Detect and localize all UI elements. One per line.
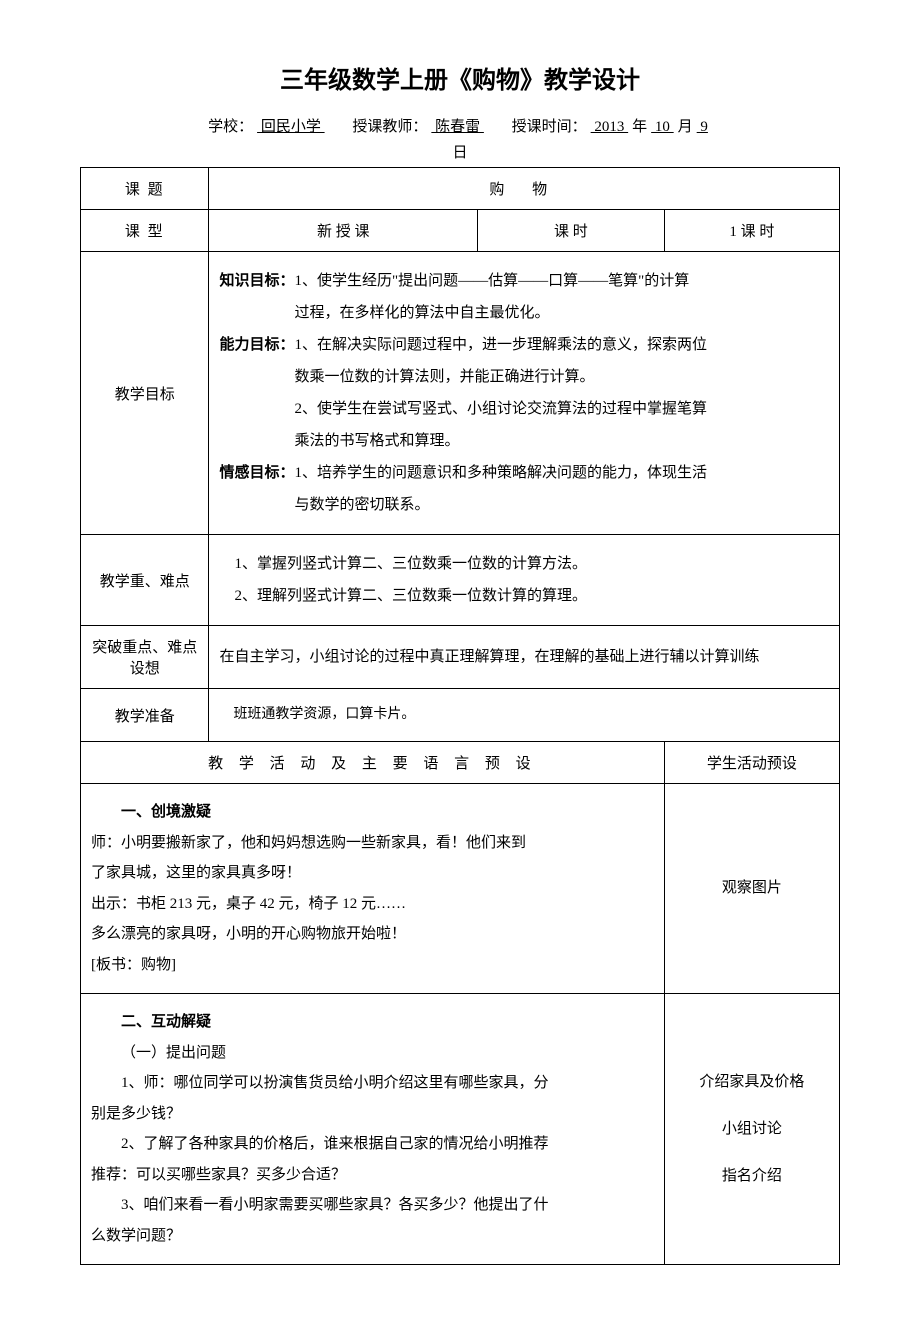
table-row: 突破重点、难点设想 在自主学习，小组讨论的过程中真正理解算理，在理解的基础上进行…: [81, 626, 840, 689]
section1-line5: [板书：购物]: [91, 951, 654, 980]
knowledge-label: 知识目标：: [219, 273, 294, 289]
school-value: 回民小学: [253, 119, 329, 135]
section2-line2b: 推荐：可以买哪些家具？买多少合适？: [91, 1161, 654, 1190]
period-value: 1 课 时: [664, 210, 839, 252]
section2-line3b: 么数学问题？: [91, 1222, 654, 1251]
ability-text-4: 乘法的书写格式和算理。: [219, 426, 829, 456]
section1-line3: 出示：书柜 213 元，桌子 42 元，椅子 12 元……: [91, 890, 654, 919]
type-label: 课 型: [81, 210, 209, 252]
topic-value: 购 物: [209, 168, 840, 210]
section2-student2: 小组讨论: [673, 1113, 831, 1146]
emotion-text-1: 1、培养学生的问题意识和多种策略解决问题的能力，体现生活: [294, 465, 707, 481]
month-unit: 月: [678, 119, 693, 135]
section1-line4: 多么漂亮的家具呀，小明的开心购物旅开始啦！: [91, 920, 654, 949]
difficulty-content: 1、掌握列竖式计算二、三位数乘一位数的计算方法。 2、理解列竖式计算二、三位数乘…: [209, 535, 840, 626]
section2-student: 介绍家具及价格 小组讨论 指名介绍: [664, 994, 839, 1265]
student-header: 学生活动预设: [664, 742, 839, 784]
period-label: 课 时: [478, 210, 665, 252]
knowledge-text-1: 1、使学生经历"提出问题——估算——口算——笔算"的计算: [294, 273, 689, 289]
goal-label: 教学目标: [81, 252, 209, 535]
table-row: 课 型 新 授 课 课 时 1 课 时: [81, 210, 840, 252]
lesson-plan-table: 课 题 购 物 课 型 新 授 课 课 时 1 课 时 教学目标 知识目标：1、…: [80, 167, 840, 1265]
month-value: 10: [647, 119, 678, 135]
header-info-line2: 日: [80, 141, 840, 162]
breakthrough-label: 突破重点、难点设想: [81, 626, 209, 689]
section2-student3: 指名介绍: [673, 1160, 831, 1193]
activity-header: 教 学 活 动 及 主 要 语 言 预 设: [81, 742, 665, 784]
knowledge-text-2: 过程，在多样化的算法中自主最优化。: [219, 298, 829, 328]
table-row: 教学准备 班班通教学资源，口算卡片。: [81, 689, 840, 742]
table-row: 课 题 购 物: [81, 168, 840, 210]
section1-title: 一、创境激疑: [91, 798, 654, 827]
table-row: 教学重、难点 1、掌握列竖式计算二、三位数乘一位数的计算方法。 2、理解列竖式计…: [81, 535, 840, 626]
difficulty-text-1: 1、掌握列竖式计算二、三位数乘一位数的计算方法。: [219, 549, 829, 579]
table-row: 一、创境激疑 师：小明要搬新家了，他和妈妈想选购一些新家具，看！他们来到 了家具…: [81, 784, 840, 994]
page-title: 三年级数学上册《购物》教学设计: [80, 60, 840, 95]
ability-text-2: 数乘一位数的计算法则，并能正确进行计算。: [219, 362, 829, 392]
topic-label: 课 题: [81, 168, 209, 210]
section1-content: 一、创境激疑 师：小明要搬新家了，他和妈妈想选购一些新家具，看！他们来到 了家具…: [81, 784, 665, 994]
type-value: 新 授 课: [209, 210, 478, 252]
section2-sub: （一）提出问题: [91, 1039, 654, 1068]
section2-content: 二、互动解疑 （一）提出问题 1、师：哪位同学可以扮演售货员给小明介绍这里有哪些…: [81, 994, 665, 1265]
teacher-value: 陈春雷: [427, 119, 488, 135]
table-row: 二、互动解疑 （一）提出问题 1、师：哪位同学可以扮演售货员给小明介绍这里有哪些…: [81, 994, 840, 1265]
year-unit: 年: [632, 119, 647, 135]
goal-content: 知识目标：1、使学生经历"提出问题——估算——口算——笔算"的计算 过程，在多样…: [209, 252, 840, 535]
section1-student: 观察图片: [664, 784, 839, 994]
section2-student1: 介绍家具及价格: [673, 1066, 831, 1099]
section2-line2: 2、了解了各种家具的价格后，谁来根据自己家的情况给小明推荐: [91, 1130, 654, 1159]
school-label: 学校：: [208, 119, 253, 135]
section2-line1: 1、师：哪位同学可以扮演售货员给小明介绍这里有哪些家具，分: [91, 1069, 654, 1098]
difficulty-label: 教学重、难点: [81, 535, 209, 626]
section1-line1: 师：小明要搬新家了，他和妈妈想选购一些新家具，看！他们来到: [91, 829, 654, 858]
teacher-label: 授课教师：: [352, 119, 427, 135]
prep-label: 教学准备: [81, 689, 209, 742]
day-unit: 日: [452, 145, 467, 161]
emotion-label: 情感目标：: [219, 465, 294, 481]
year-value: 2013: [587, 119, 633, 135]
breakthrough-content: 在自主学习，小组讨论的过程中真正理解算理，在理解的基础上进行辅以计算训练: [209, 626, 840, 689]
ability-text-3: 2、使学生在尝试写竖式、小组讨论交流算法的过程中掌握笔算: [219, 394, 829, 424]
section2-line1b: 别是多少钱？: [91, 1100, 654, 1129]
table-row: 教学目标 知识目标：1、使学生经历"提出问题——估算——口算——笔算"的计算 过…: [81, 252, 840, 535]
difficulty-text-2: 2、理解列竖式计算二、三位数乘一位数计算的算理。: [219, 581, 829, 611]
table-row: 教 学 活 动 及 主 要 语 言 预 设 学生活动预设: [81, 742, 840, 784]
ability-label: 能力目标：: [219, 337, 294, 353]
ability-text-1: 1、在解决实际问题过程中，进一步理解乘法的意义，探索两位: [294, 337, 707, 353]
emotion-text-2: 与数学的密切联系。: [219, 490, 829, 520]
section2-title: 二、互动解疑: [91, 1008, 654, 1037]
day-value: 9: [693, 119, 712, 135]
section2-line3: 3、咱们来看一看小明家需要买哪些家具？各买多少？他提出了什: [91, 1191, 654, 1220]
header-info: 学校： 回民小学 授课教师： 陈春雷 授课时间： 2013 年 10 月 9: [80, 115, 840, 136]
section1-line2: 了家具城，这里的家具真多呀！: [91, 859, 654, 888]
time-label: 授课时间：: [512, 119, 587, 135]
prep-content: 班班通教学资源，口算卡片。: [209, 689, 840, 742]
